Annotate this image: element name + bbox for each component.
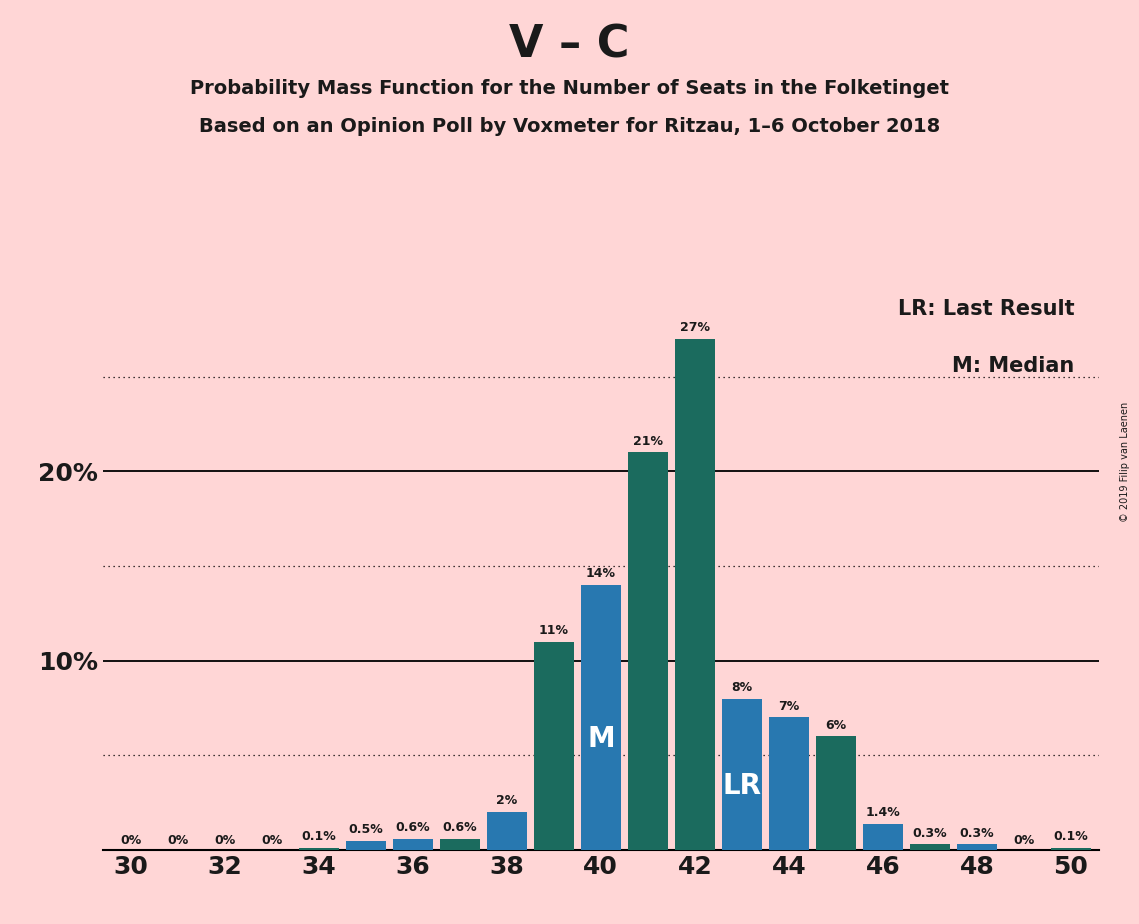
Text: 0%: 0% <box>167 833 188 846</box>
Bar <box>1051 848 1091 850</box>
Text: Probability Mass Function for the Number of Seats in the Folketinget: Probability Mass Function for the Number… <box>190 79 949 98</box>
Text: 8%: 8% <box>731 681 753 694</box>
Text: © 2019 Filip van Laenen: © 2019 Filip van Laenen <box>1121 402 1130 522</box>
Bar <box>675 338 715 850</box>
Text: 0.1%: 0.1% <box>1054 831 1088 844</box>
Text: 7%: 7% <box>778 699 800 712</box>
Text: LR: LR <box>722 772 761 800</box>
Text: 0.3%: 0.3% <box>912 827 948 840</box>
Text: 0.3%: 0.3% <box>959 827 994 840</box>
Text: M: M <box>587 724 615 753</box>
Text: 0%: 0% <box>261 833 282 846</box>
Text: V – C: V – C <box>509 23 630 67</box>
Text: 14%: 14% <box>585 567 616 580</box>
Text: 0.5%: 0.5% <box>349 823 383 836</box>
Text: 6%: 6% <box>826 719 846 732</box>
Text: 0.1%: 0.1% <box>302 831 336 844</box>
Text: 0.6%: 0.6% <box>442 821 477 834</box>
Bar <box>440 839 480 850</box>
Text: 1.4%: 1.4% <box>866 806 900 819</box>
Text: LR: Last Result: LR: Last Result <box>898 298 1074 319</box>
Bar <box>863 823 903 850</box>
Bar <box>769 717 809 850</box>
Bar <box>910 845 950 850</box>
Text: 0%: 0% <box>1014 833 1034 846</box>
Bar <box>393 839 433 850</box>
Text: 21%: 21% <box>633 434 663 447</box>
Bar <box>957 845 997 850</box>
Text: 11%: 11% <box>539 624 568 637</box>
Bar <box>298 848 338 850</box>
Bar <box>486 812 526 850</box>
Text: 0%: 0% <box>120 833 141 846</box>
Text: 0%: 0% <box>214 833 236 846</box>
Text: 0.6%: 0.6% <box>395 821 431 834</box>
Bar <box>534 641 574 850</box>
Bar <box>346 841 386 850</box>
Text: M: Median: M: Median <box>952 356 1074 376</box>
Text: 27%: 27% <box>680 321 710 334</box>
Bar <box>628 453 667 850</box>
Text: 2%: 2% <box>497 795 517 808</box>
Bar <box>722 699 762 850</box>
Text: Based on an Opinion Poll by Voxmeter for Ritzau, 1–6 October 2018: Based on an Opinion Poll by Voxmeter for… <box>199 117 940 137</box>
Bar <box>581 585 621 850</box>
Bar <box>816 736 855 850</box>
